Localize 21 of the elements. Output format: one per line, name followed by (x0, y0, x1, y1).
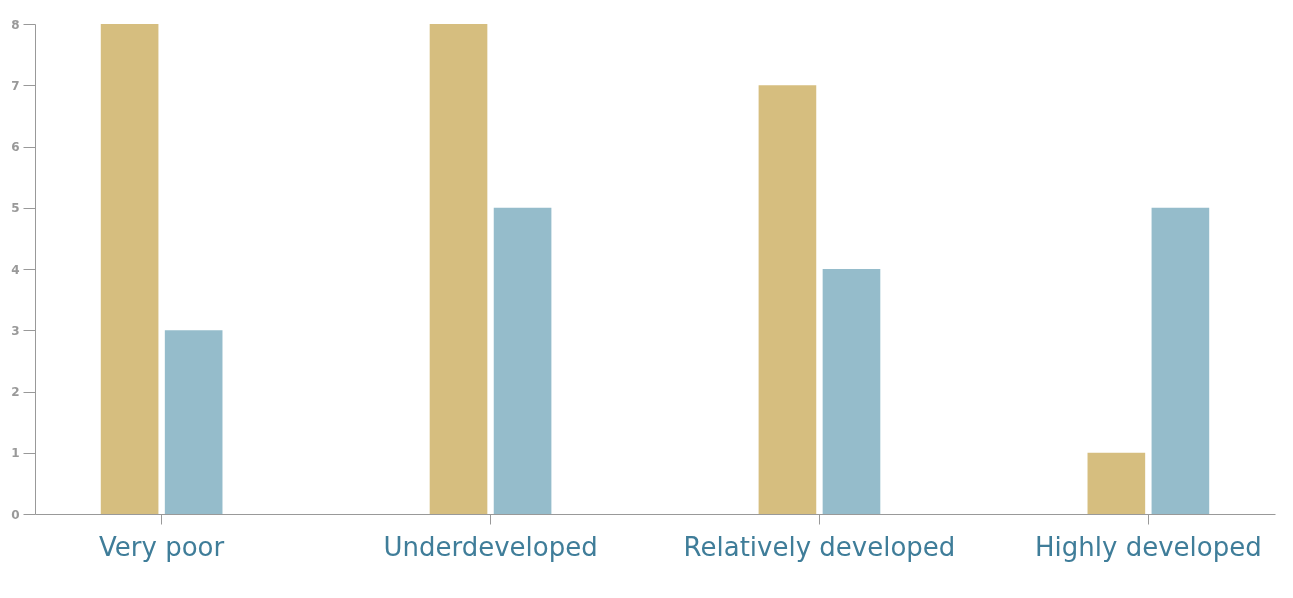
bar (164, 330, 223, 514)
x-tick-label: Very poor (99, 531, 225, 562)
bar (822, 269, 881, 514)
bar (429, 24, 488, 514)
bar (1087, 452, 1146, 514)
bar (100, 24, 159, 514)
bar (1151, 207, 1210, 514)
bar (758, 85, 817, 514)
x-tick-label: Relatively developed (683, 531, 956, 562)
y-tick-label: 5 (11, 201, 20, 216)
y-tick-label: 6 (11, 140, 20, 154)
y-tick-label: 1 (11, 446, 20, 461)
x-tick-label: Underdeveloped (383, 531, 598, 562)
y-tick-label: 7 (11, 78, 20, 93)
y-tick-label: 8 (11, 17, 20, 32)
x-tick-label: Highly developed (1035, 531, 1262, 562)
y-tick-label: 4 (11, 262, 20, 277)
bar (493, 207, 552, 514)
y-tick-label: 2 (11, 385, 20, 399)
y-tick-label: 3 (11, 323, 20, 338)
y-tick-label: 0 (11, 507, 20, 522)
